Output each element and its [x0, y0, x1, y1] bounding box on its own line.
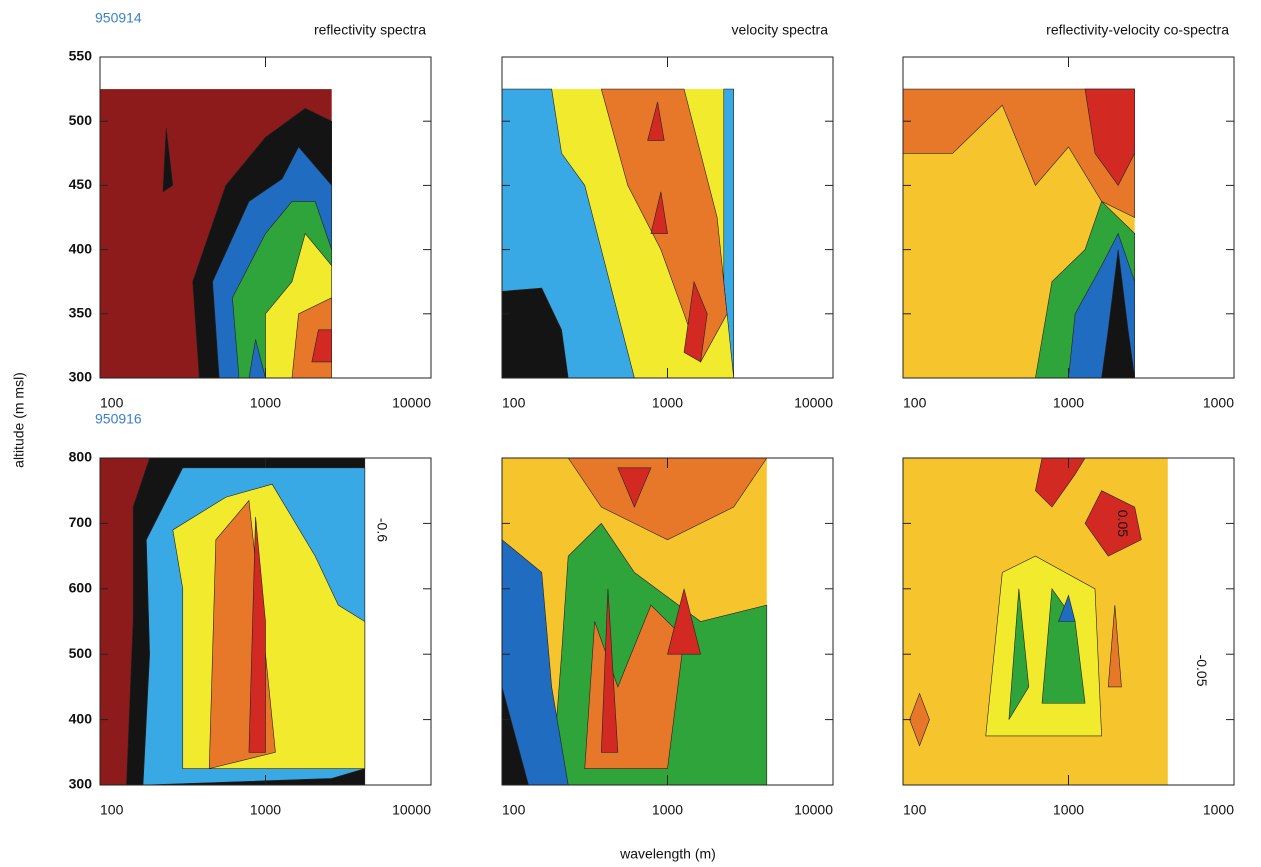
y-tick-label: 700: [69, 514, 93, 530]
contour-label: 0.05: [1115, 510, 1131, 537]
contour-field: [100, 457, 366, 786]
y-tick-label: 450: [69, 176, 93, 192]
contour-band: [647, 101, 665, 141]
contour-band: [162, 127, 174, 193]
y-tick-label: 300: [69, 369, 93, 385]
y-tick-label: 500: [69, 112, 93, 128]
x-tick-label: 10000: [794, 395, 833, 411]
contour-band: [1084, 490, 1142, 557]
y-tick-label: 400: [69, 240, 93, 256]
x-tick-label: 1000: [250, 395, 281, 411]
contour-field: [501, 457, 768, 786]
contour-band: [985, 555, 1102, 737]
panel-title: reflectivity-velocity co-spectra: [1046, 22, 1229, 38]
x-tick-label: 10000: [794, 802, 833, 818]
contour-band: [1107, 605, 1122, 688]
x-tick-label: 100: [100, 395, 124, 411]
contour-field: [903, 457, 1168, 785]
y-tick-label: 500: [69, 645, 93, 661]
x-axis-label: wavelength (m): [619, 846, 716, 862]
x-tick-label: 10000: [392, 802, 431, 818]
y-tick-label: 600: [69, 580, 93, 596]
x-tick-label: 100: [100, 802, 124, 818]
contour-band: [909, 692, 930, 747]
contour-label: -0.05: [1194, 655, 1210, 687]
contour-band: [311, 329, 333, 363]
x-tick-label: 1000: [1053, 802, 1084, 818]
x-tick-label: 1000: [1053, 395, 1084, 411]
contour-band: [650, 191, 668, 234]
date-label: 950914: [95, 10, 142, 26]
contour-label: -0.6: [375, 518, 391, 542]
x-tick-label: 100: [903, 802, 927, 818]
y-axis-label: altitude (m msl): [11, 372, 27, 468]
x-tick-label: 10000: [392, 395, 431, 411]
x-tick-label: 1000: [652, 395, 683, 411]
x-tick-label: 1000: [1203, 802, 1234, 818]
contour-band: [248, 516, 266, 753]
contour-band: [600, 588, 619, 753]
panel-title: reflectivity spectra: [314, 22, 426, 38]
panel-title: velocity spectra: [732, 22, 829, 38]
x-tick-label: 100: [502, 395, 526, 411]
y-tick-label: 300: [69, 776, 93, 792]
contour-band: [667, 588, 701, 655]
y-tick-label: 350: [69, 305, 93, 321]
contour-band: [683, 280, 708, 363]
date-label: 950916: [95, 411, 142, 427]
x-tick-label: 100: [502, 802, 526, 818]
contour-band: [1058, 594, 1076, 622]
contour-field: [902, 88, 1136, 379]
x-tick-label: 1000: [250, 802, 281, 818]
contour-band: [1008, 588, 1030, 720]
x-tick-label: 1000: [1203, 395, 1234, 411]
y-tick-label: 400: [69, 710, 93, 726]
x-tick-label: 1000: [652, 802, 683, 818]
contour-band: [617, 467, 652, 508]
contour-band: [1084, 88, 1135, 186]
y-tick-label: 800: [69, 449, 93, 465]
y-tick-label: 550: [69, 48, 93, 64]
contour-field: [100, 89, 333, 379]
x-tick-label: 100: [903, 395, 927, 411]
contour-field: [501, 88, 735, 379]
